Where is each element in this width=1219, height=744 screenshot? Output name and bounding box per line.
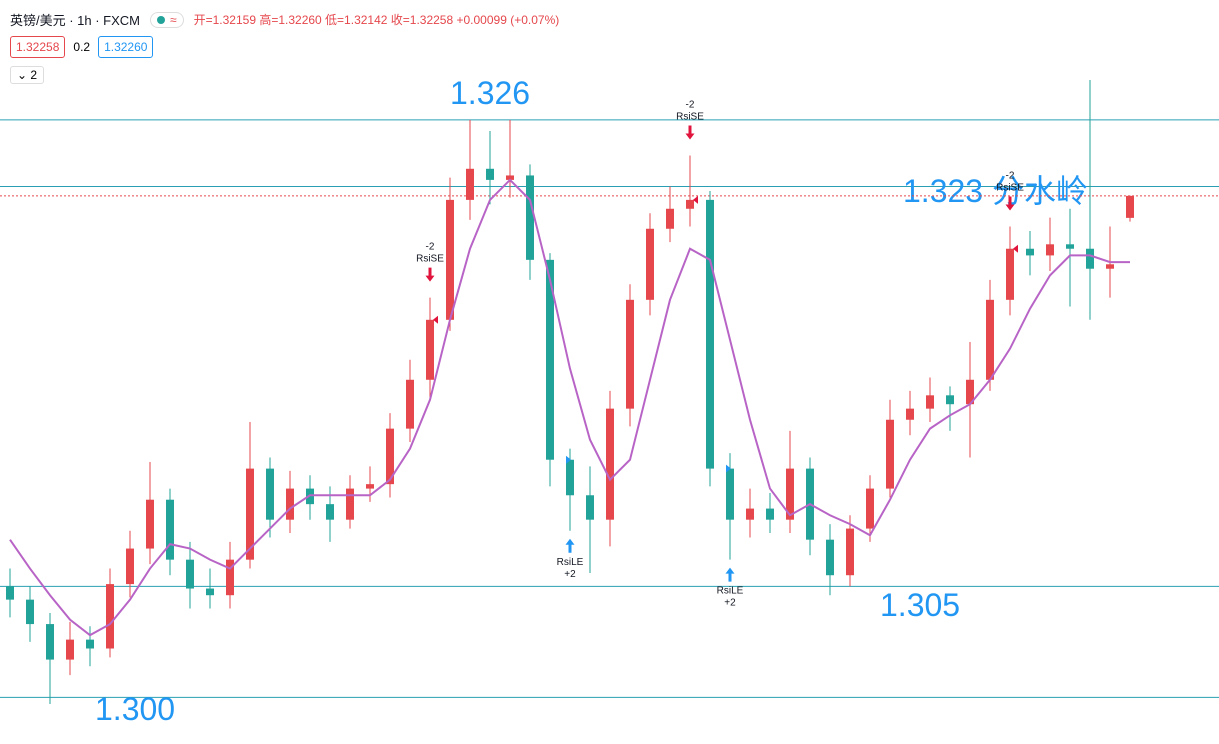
candle-body [506,175,514,180]
candle-body [246,468,254,560]
indicator-count: 2 [30,68,38,82]
level-label: 1.323 分水岭 [903,173,1088,209]
level-label: 1.326 [450,75,530,111]
level-label: 1.305 [880,587,960,623]
indicator-toggle[interactable]: ⌄ 2 [10,66,45,84]
candle-body [926,395,934,409]
signal-arrow [565,538,575,553]
candle-body [6,586,14,600]
ask[interactable]: 1.32260 [98,36,154,58]
signal-marker [433,315,438,324]
candle-body [606,408,614,520]
signal-qty: -2 [426,242,435,253]
candle-body [646,228,654,300]
symbol[interactable]: 英镑/美元 · 1h · FXCM [10,13,141,28]
quote-row: 1.32258 0.2 1.32260 [10,36,154,58]
status[interactable]: ≈ [150,11,184,28]
spread: 0.2 [73,40,91,54]
candle-body [1126,195,1134,218]
candle-body [766,508,774,520]
candle-body [206,588,214,596]
candle-body [186,559,194,589]
signal-arrow [685,125,695,140]
candle-body [966,379,974,405]
candle-body [726,468,734,520]
candle-body [106,584,114,649]
candle-body [226,559,234,596]
candle-body [866,488,874,529]
candle-body [946,395,954,405]
signal-marker [566,455,571,464]
candle-body [286,488,294,520]
signal-qty: -2 [686,99,695,110]
signal-arrow [1005,196,1015,211]
candle-body [626,299,634,409]
candle-body [986,299,994,380]
candle-body [566,459,574,496]
signal-marker [693,195,698,204]
candle-body [386,428,394,485]
signal-name: RsiSE [996,183,1024,194]
candle-body [406,379,414,429]
candle-body [46,624,54,660]
candle-body [26,599,34,625]
candle-body [266,468,274,520]
signal-name: RsiLE [717,586,744,597]
candle-body [846,528,854,576]
signal-name: RsiSE [676,111,704,122]
candle-body [786,468,794,520]
signal-arrow [425,267,435,282]
signal-name: RsiLE [557,557,584,568]
candle-body [826,539,834,576]
candle-body [886,419,894,489]
candle-body [1106,264,1114,269]
candle-body [666,208,674,229]
signal-qty: +2 [564,569,576,580]
bid[interactable]: 1.32258 [10,36,66,58]
candle-body [446,199,454,320]
candle-body [526,175,534,260]
candle-body [546,259,554,460]
signal-qty: +2 [724,598,736,609]
moving-average [9,178,1130,637]
signal-marker [726,464,731,473]
candle-body [126,548,134,585]
candle-body [426,319,434,380]
candle-body [746,508,754,520]
status-dot [157,15,166,24]
candle-body [1026,248,1034,256]
candle-body [346,488,354,520]
signal-marker [1013,244,1018,253]
candle-body [146,499,154,549]
candle-body [66,639,74,660]
candle-body [906,408,914,420]
candle-body [326,504,334,520]
candle-body [486,168,494,180]
candle-body [1046,244,1054,256]
candle-body [1066,244,1074,249]
header: 英镑/美元 · 1h · FXCM ≈ 开=1.32159 高=1.32260 … [10,10,559,29]
candle-body [706,199,714,469]
signal-arrow [725,567,735,582]
candle-body [586,495,594,520]
level-label: 1.300 [95,691,175,727]
signal-qty: -2 [1006,171,1015,182]
candle-body [1086,248,1094,269]
ohlc: 开=1.32159 高=1.32260 低=1.32142 收=1.32258 … [193,13,560,27]
candle-body [466,168,474,200]
signal-name: RsiSE [416,254,444,265]
candle-body [366,484,374,489]
candle-body [686,199,694,209]
candle-body [166,499,174,560]
candle-body [1006,248,1014,300]
candle-body [86,639,94,649]
